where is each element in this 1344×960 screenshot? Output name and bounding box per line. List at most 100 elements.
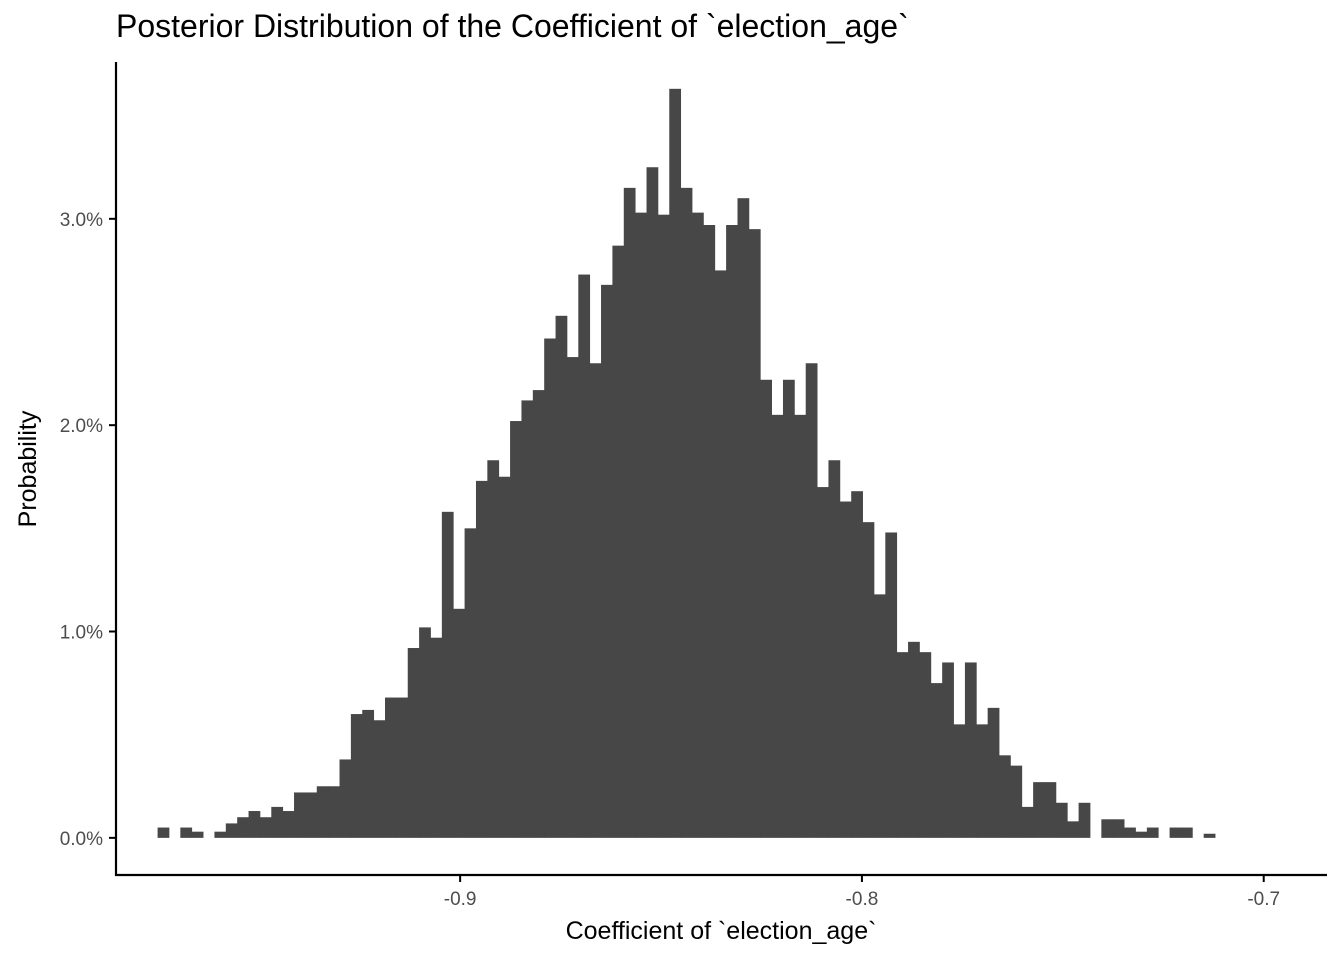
histogram-bar <box>862 522 875 838</box>
histogram-bar <box>782 379 795 838</box>
y-tick-label: 3.0% <box>60 210 103 231</box>
histogram-bar <box>669 88 682 838</box>
y-tick-label: 2.0% <box>60 416 103 437</box>
histogram-bar <box>385 697 397 838</box>
histogram-bar <box>237 817 249 838</box>
y-axis: 0.0% 1.0% 2.0% 3.0% <box>60 62 118 876</box>
histogram-bar <box>248 811 261 838</box>
histogram-bar <box>1180 827 1193 838</box>
histogram-bar <box>157 827 170 838</box>
histogram-bar <box>771 414 784 838</box>
histogram-bar <box>328 786 340 838</box>
histogram-bar <box>225 823 238 838</box>
histogram-bar <box>748 229 761 838</box>
histogram-bar <box>521 400 534 838</box>
histogram-bar <box>976 724 989 838</box>
histogram-bar <box>373 720 386 838</box>
histogram-bar <box>475 480 488 838</box>
histogram-bar <box>839 501 852 838</box>
histogram-bar <box>953 724 966 838</box>
histogram-bar <box>635 212 647 838</box>
histogram-bar <box>873 594 886 838</box>
histogram-bar <box>464 528 477 838</box>
histogram-bar <box>271 806 284 838</box>
histogram-bar <box>487 460 500 838</box>
histogram-bar <box>999 755 1011 838</box>
histogram-bar <box>214 831 227 838</box>
histogram-bar <box>794 414 807 838</box>
histogram-bar <box>817 487 829 838</box>
histogram-bar <box>885 532 898 838</box>
histogram-bar <box>1078 802 1091 838</box>
histogram-bar <box>612 245 625 838</box>
histogram-bar <box>1101 819 1114 838</box>
histogram-bar <box>453 608 465 838</box>
histogram-bar <box>1021 806 1034 838</box>
histogram-bar <box>737 198 750 838</box>
chart-title: Posterior Distribution of the Coefficien… <box>116 8 909 44</box>
histogram-bar <box>316 786 329 838</box>
histogram-bar <box>828 460 841 838</box>
histogram-bar <box>1112 819 1125 838</box>
x-axis-title: Coefficient of `election_age` <box>566 917 877 945</box>
histogram-bar <box>987 707 1000 838</box>
histogram-bar <box>1010 765 1023 838</box>
histogram-bar <box>964 662 977 838</box>
histogram-bar <box>1146 827 1159 838</box>
histogram-bar <box>589 363 602 838</box>
histogram-bar <box>942 662 954 838</box>
histogram-bar <box>498 476 511 838</box>
x-tick-label: -0.8 <box>846 889 879 910</box>
histogram-bar <box>305 792 318 838</box>
histogram-bar <box>555 315 568 838</box>
histogram-bar <box>1044 782 1057 838</box>
histogram-bar <box>760 379 772 838</box>
histogram-bar <box>1033 782 1045 838</box>
x-axis: -0.9 -0.8 -0.7 <box>115 873 1327 910</box>
y-tick-label: 1.0% <box>60 623 103 644</box>
histogram-bar <box>726 225 738 838</box>
histogram-bar <box>851 491 863 838</box>
histogram-bar <box>930 683 943 838</box>
histogram-bar <box>896 652 909 838</box>
histogram-bar <box>180 827 193 838</box>
histogram-bar <box>419 627 431 838</box>
histogram-bar <box>350 714 363 838</box>
histogram-bar <box>339 759 352 838</box>
histogram-bar <box>805 363 818 838</box>
histogram-bar <box>396 697 409 838</box>
histogram-bar <box>282 811 295 838</box>
histogram-bar <box>407 648 420 838</box>
histogram-bar <box>1169 827 1182 838</box>
histogram-bar <box>1055 802 1068 838</box>
x-tick-label: -0.9 <box>444 889 477 910</box>
histogram-bar <box>362 709 375 838</box>
histogram-bar <box>510 421 522 838</box>
histogram-bar <box>566 357 579 838</box>
histogram-bar <box>680 187 693 838</box>
histogram-bar <box>1124 827 1136 838</box>
histogram-bar <box>601 284 613 838</box>
histogram-bar <box>692 212 704 838</box>
histogram-bar <box>191 831 204 838</box>
histogram-bar <box>1203 833 1216 838</box>
histogram-bar <box>430 637 443 838</box>
histogram-bar <box>1135 831 1148 838</box>
histogram-bar <box>544 338 556 838</box>
histogram-bar <box>532 390 545 838</box>
histogram-bar <box>259 817 272 838</box>
histogram-bar <box>657 214 670 838</box>
histogram-bar <box>908 641 920 838</box>
x-tick-label: -0.7 <box>1247 889 1280 910</box>
histogram-bar <box>1067 821 1080 838</box>
histogram-bar <box>703 225 716 838</box>
histogram-bar <box>578 274 591 838</box>
histogram-bar <box>294 792 306 838</box>
histogram-bar <box>646 167 659 838</box>
histogram-bar <box>714 270 727 838</box>
histogram-bar <box>623 187 636 838</box>
histogram-bar <box>441 511 454 838</box>
histogram-bar <box>919 652 932 838</box>
y-tick-label: 0.0% <box>60 829 103 850</box>
